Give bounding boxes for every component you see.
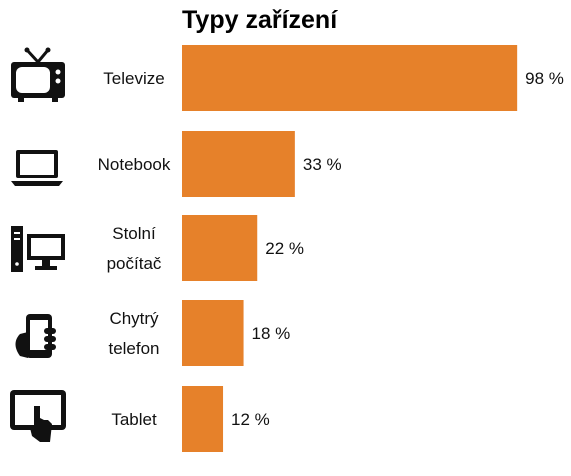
- value-label: 22 %: [265, 239, 304, 258]
- icons-layer: [10, 47, 66, 442]
- category-label-line: telefon: [108, 339, 159, 358]
- value-label: 33 %: [303, 155, 342, 174]
- bar-4: [182, 300, 244, 366]
- value-label: 12 %: [231, 410, 270, 429]
- value-label: 98 %: [525, 69, 564, 88]
- category-label-line: Notebook: [98, 155, 171, 174]
- category-label: Televize: [103, 69, 164, 88]
- bar-1: [182, 45, 518, 111]
- category-label-line: Chytrý: [109, 309, 159, 328]
- category-label: Stolní počítač: [107, 224, 162, 273]
- desktop-computer-icon: [11, 226, 65, 272]
- category-label: Chytrý telefon: [108, 309, 159, 358]
- category-label: Notebook: [98, 155, 171, 174]
- laptop-icon: [11, 150, 63, 186]
- television-icon: [11, 47, 65, 102]
- labels-layer: 98 % Televize 33 % Notebook 22 % Stolní počíta…: [98, 69, 564, 429]
- chart-title: Typy zařízení: [182, 6, 338, 34]
- category-label-line: počítač: [107, 254, 162, 273]
- category-label: Tablet: [111, 410, 157, 429]
- category-label-line: Stolní: [112, 224, 156, 243]
- category-label-line: Tablet: [111, 410, 157, 429]
- bars-layer: [182, 45, 518, 452]
- bar-3: [182, 215, 258, 281]
- bar-5: [182, 386, 224, 452]
- bar-2: [182, 131, 295, 197]
- tablet-icon: [10, 390, 66, 442]
- value-label: 18 %: [252, 324, 291, 343]
- smartphone-icon: [15, 314, 56, 358]
- category-label-line: Televize: [103, 69, 164, 88]
